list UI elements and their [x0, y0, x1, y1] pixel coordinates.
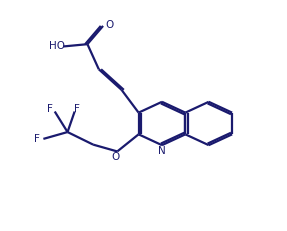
Text: N: N [158, 146, 166, 156]
Text: O: O [105, 20, 113, 30]
Text: F: F [74, 104, 80, 114]
Text: O: O [111, 152, 119, 162]
Text: F: F [47, 104, 53, 114]
Text: HO: HO [49, 41, 65, 52]
Text: F: F [34, 134, 40, 144]
